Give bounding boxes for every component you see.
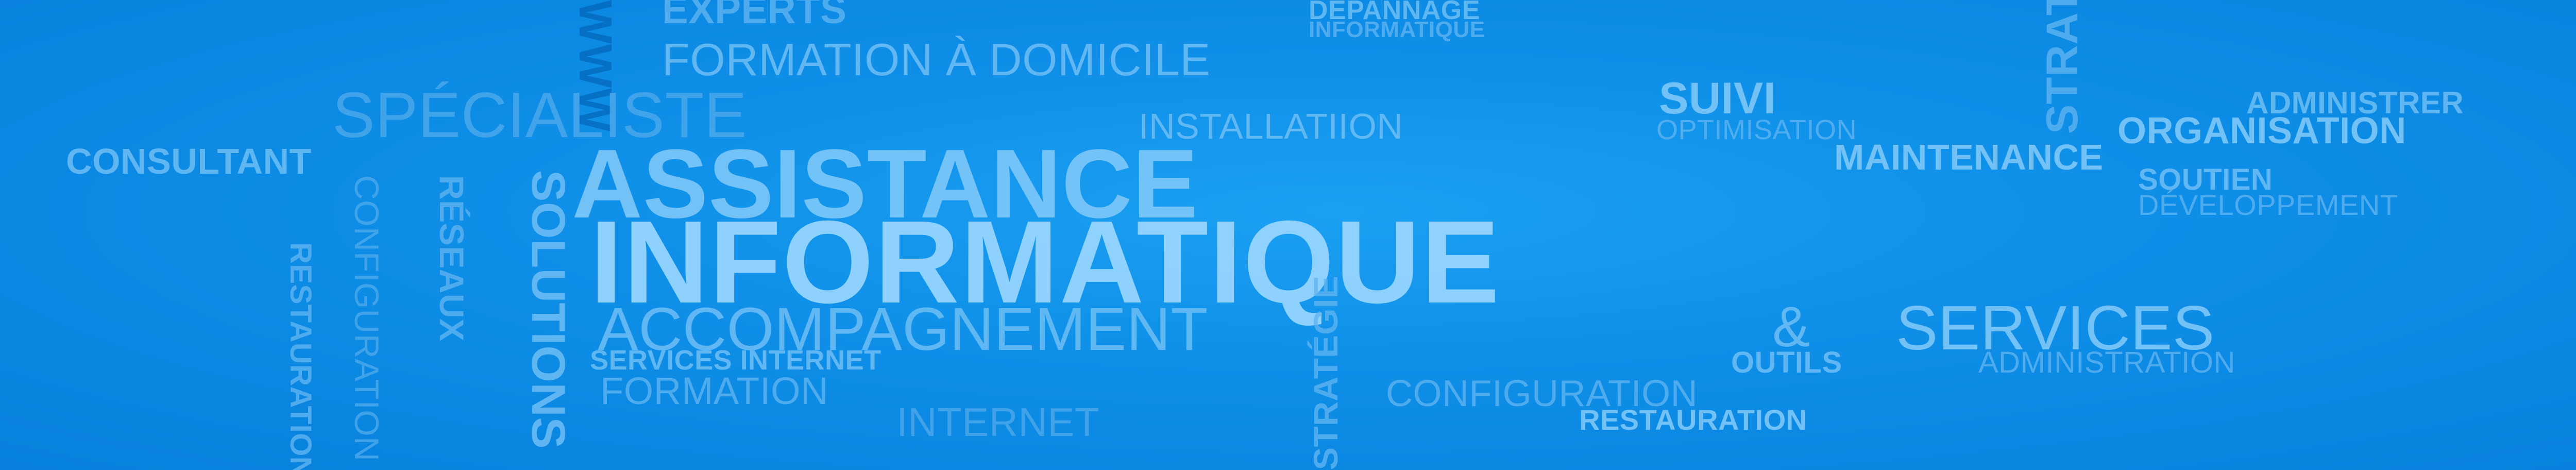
word-services: SERVICES (1896, 293, 2215, 363)
word-specialiste: SPÉCIALISTE (332, 80, 747, 151)
word-restauration: RESTAURATION (1579, 404, 1807, 436)
word-strategie-top: STRATÉGIE (2038, 0, 2087, 134)
word-ampersand: & (1772, 295, 1810, 359)
word-experts: EXPERTS (662, 0, 847, 32)
word-restauration-vertical: RESTAURATION (284, 242, 317, 470)
word-internet: INTERNET (896, 399, 1099, 445)
word-installation: INSTALLATIION (1139, 106, 1403, 146)
word-informatique-big: INFORMATIQUE (590, 197, 1501, 328)
word-organisation: ORGANISATION (2117, 110, 2406, 152)
word-maintenance: MAINTENANCE (1834, 137, 2104, 177)
word-depannage: DÉPANNAGE (1309, 0, 1480, 25)
word-solutions: SOLUTIONS (522, 170, 574, 449)
word-services-internet: SERVICES INTERNET (590, 345, 882, 376)
word-reseaux: RÉSEAUX (433, 175, 471, 342)
word-administrer: ADMINISTRER (2246, 86, 2464, 120)
word-informatique-small: INFORMATIQUE (1309, 17, 1485, 42)
word-consultant: CONSULTANT (66, 141, 312, 181)
word-configuration-vertical: CONFIGURATION (348, 175, 386, 462)
word-configuration: CONFIGURATION (1386, 373, 1698, 414)
word-formation-a-domicile: FORMATION À DOMICILE (662, 34, 1211, 85)
word-formation: FORMATION (600, 370, 828, 412)
word-assistance: ASSISTANCE (572, 129, 1198, 239)
word-accompagnement: ACCOMPAGNEMENT (598, 295, 1208, 363)
word-administration: ADMINISTRATION (1978, 346, 2235, 379)
word-optimisation: OPTIMISATION (1656, 114, 1857, 145)
word-soutien: SOUTIEN (2138, 163, 2273, 196)
word-developpement: DÉVELOPPEMENT (2138, 189, 2398, 221)
word-outils: OUTILS (1731, 346, 1842, 379)
word-suivi: SUIVI (1659, 74, 1776, 123)
word-strategie-bottom: STRATÉGIE (1307, 275, 1345, 470)
